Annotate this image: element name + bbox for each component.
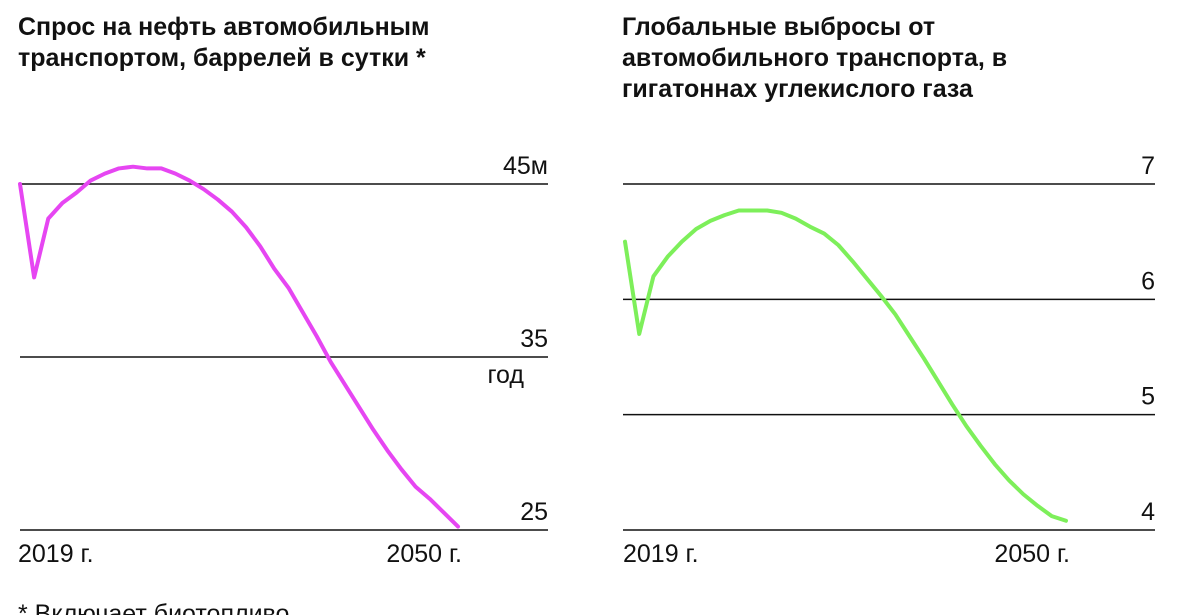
y-tick-label: 4 — [1141, 498, 1155, 526]
x-tick-label: 2019 г. — [623, 540, 699, 568]
chart-title: Глобальные выбросы от автомобильного тра… — [622, 13, 1008, 103]
y-tick-label: 7 — [1141, 152, 1155, 180]
y-tick-label: 6 — [1141, 267, 1155, 295]
footnote: * Включает биотопливо — [18, 600, 289, 615]
y-tick-label: 45м — [503, 152, 548, 180]
x-tick-label: 2050 г. — [994, 540, 1070, 568]
chart-title: Спрос на нефть автомобильным транспортом… — [18, 13, 430, 72]
y-tick-label: 25 — [520, 498, 548, 526]
x-tick-label: 2019 г. — [18, 540, 94, 568]
y-tick-label: 5 — [1141, 383, 1155, 411]
data-line — [623, 208, 1068, 523]
y-tick-label: 35 — [520, 325, 548, 353]
annotation: год — [487, 361, 524, 389]
data-line — [18, 164, 460, 529]
x-tick-label: 2050 г. — [386, 540, 462, 568]
